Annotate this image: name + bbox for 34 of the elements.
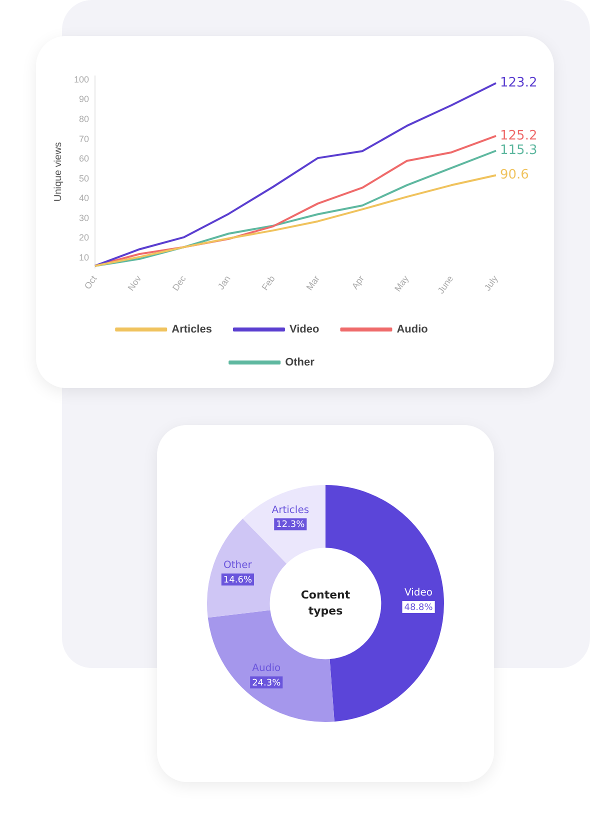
x-tick-label: Mar xyxy=(304,274,322,292)
legend-label: Articles xyxy=(172,324,212,336)
x-tick-label: Dec xyxy=(170,273,188,293)
x-tick-label: Feb xyxy=(260,274,277,292)
legend-label: Other xyxy=(285,356,316,369)
text: Content types xyxy=(300,588,350,618)
annotation: 115.3 xyxy=(500,143,538,158)
annotation: 90.6 xyxy=(500,168,529,183)
data-label: 12.3% xyxy=(276,520,306,530)
legend-label: Video xyxy=(289,324,320,336)
slice-label: Articles xyxy=(272,504,310,516)
data-label: 24.3% xyxy=(252,678,282,688)
y-tick-label: 90 xyxy=(79,94,90,104)
y-tick-label: 70 xyxy=(79,134,90,144)
y-tick-label: 100 xyxy=(74,74,90,84)
slice-label: Audio xyxy=(252,663,281,674)
slice-label: Video xyxy=(404,588,433,599)
y-tick-label: 80 xyxy=(79,114,90,124)
y-tick-label: 10 xyxy=(79,252,90,262)
y-axis-title: Unique views xyxy=(52,142,64,202)
y-tick-label: 40 xyxy=(79,193,90,204)
legend-label: Audio xyxy=(396,324,428,336)
data-label: 48.8% xyxy=(404,602,434,613)
x-tick-label: Oct xyxy=(82,273,99,291)
data-label: 14.6% xyxy=(223,575,252,586)
x-tick-label: Jan xyxy=(216,274,232,292)
x-tick-label: Apr xyxy=(350,274,366,291)
y-tick-label: 50 xyxy=(79,173,90,184)
y-tick-label: 30 xyxy=(79,212,90,223)
y-tick-label: 60 xyxy=(79,154,90,164)
y-tick-label: 20 xyxy=(79,232,90,243)
slice-label: Other xyxy=(224,560,253,572)
annotation: 123.2 xyxy=(500,75,538,90)
annotation: 125.2 xyxy=(500,128,538,144)
